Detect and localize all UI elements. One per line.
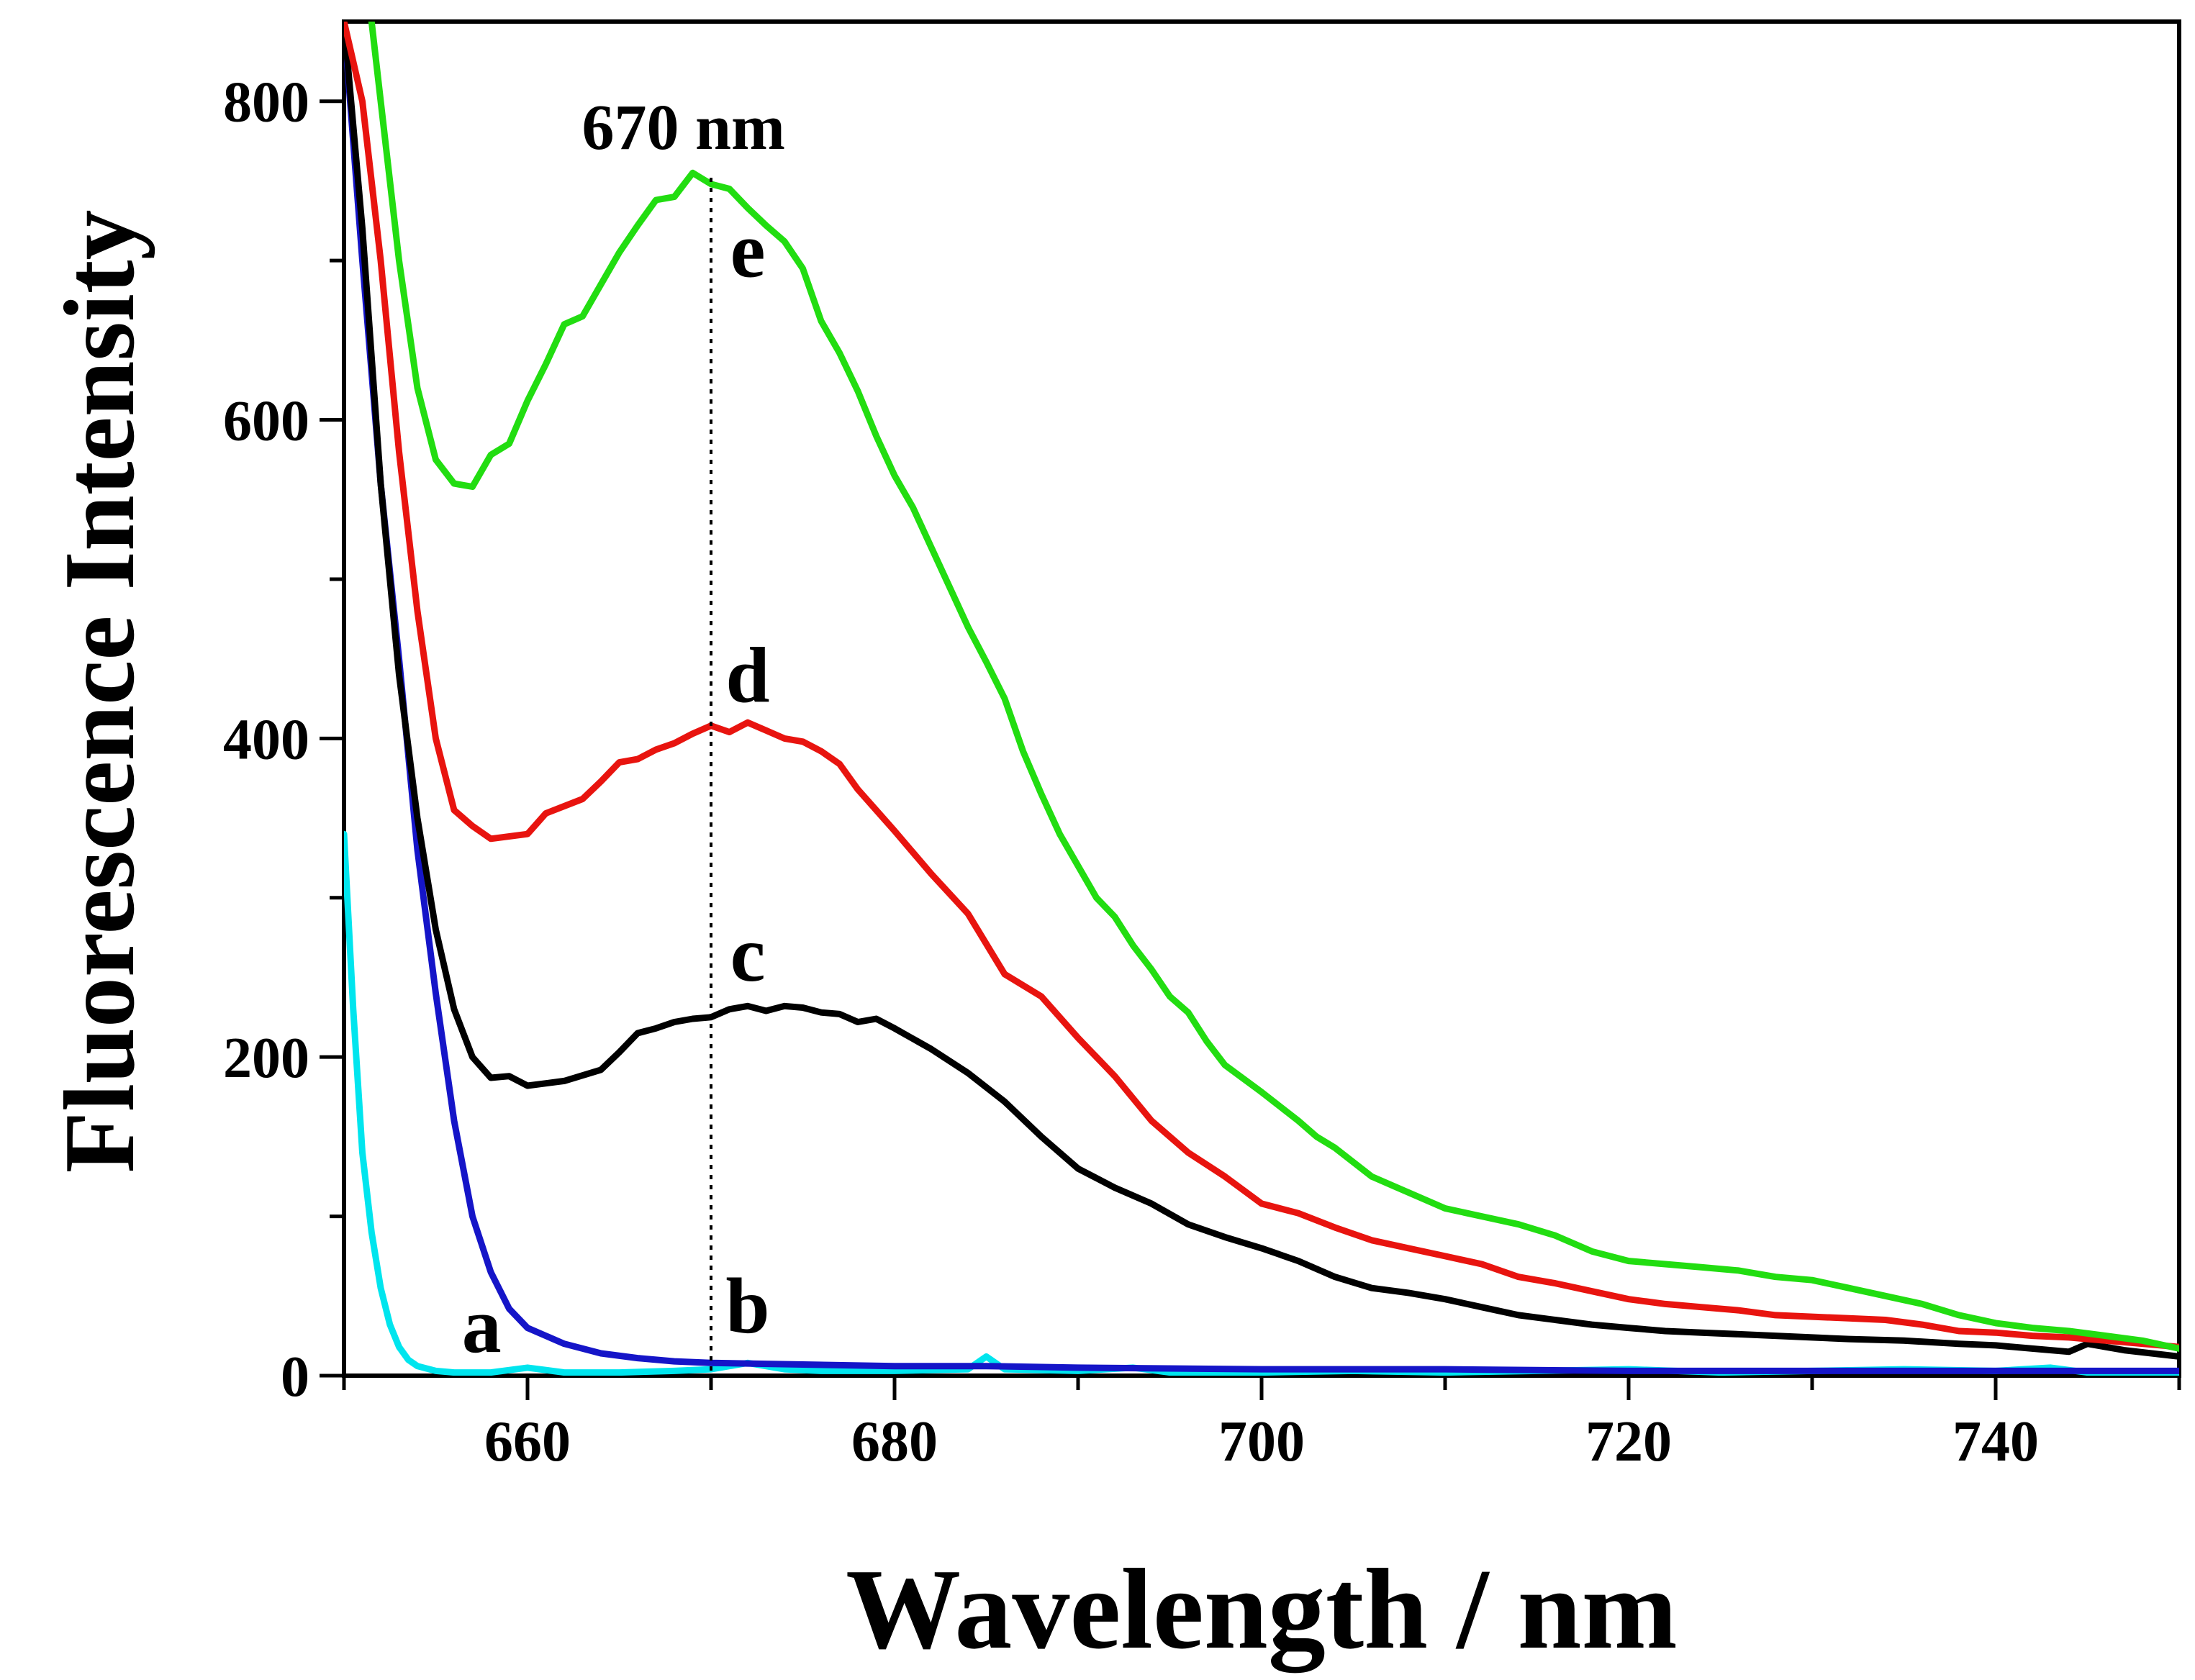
plot-frame	[342, 19, 2181, 1378]
x-tick-label-700: 700	[1218, 1410, 1305, 1474]
y-tick-label-600: 600	[223, 390, 309, 453]
series-line-b	[344, 22, 2179, 1374]
axis-tick-labels: 660 680 700 720 740 0 200 400 600 800	[223, 71, 2039, 1474]
y-tick-label-400: 400	[223, 708, 309, 771]
y-tick-label-200: 200	[223, 1027, 309, 1090]
series-line-e	[368, 22, 2179, 1352]
series-label-d: d	[725, 631, 769, 719]
y-axis-title: Fluorescence Intensity	[44, 210, 155, 1173]
annotations: a b c d e 670 nm	[462, 92, 785, 1376]
y-tick-label-800: 800	[223, 71, 309, 135]
x-axis-title: Wavelength / nm	[846, 1545, 1678, 1674]
y-tick-label-0: 0	[281, 1345, 309, 1409]
series-line-a	[344, 830, 2179, 1376]
series-label-a: a	[462, 1281, 502, 1369]
series-layer	[344, 22, 2179, 1376]
x-tick-label-660: 660	[484, 1410, 571, 1474]
x-tick-label-680: 680	[851, 1410, 938, 1474]
series-line-c	[344, 22, 2179, 1360]
series-label-e: e	[730, 206, 766, 294]
peak-wavelength-annotation: 670 nm	[581, 92, 785, 163]
series-label-b: b	[725, 1262, 769, 1350]
series-line-d	[344, 22, 2179, 1350]
x-tick-label-720: 720	[1585, 1410, 1672, 1474]
series-label-c: c	[730, 910, 766, 998]
x-tick-label-740: 740	[1952, 1410, 2039, 1474]
axis-ticks	[320, 99, 2181, 1400]
